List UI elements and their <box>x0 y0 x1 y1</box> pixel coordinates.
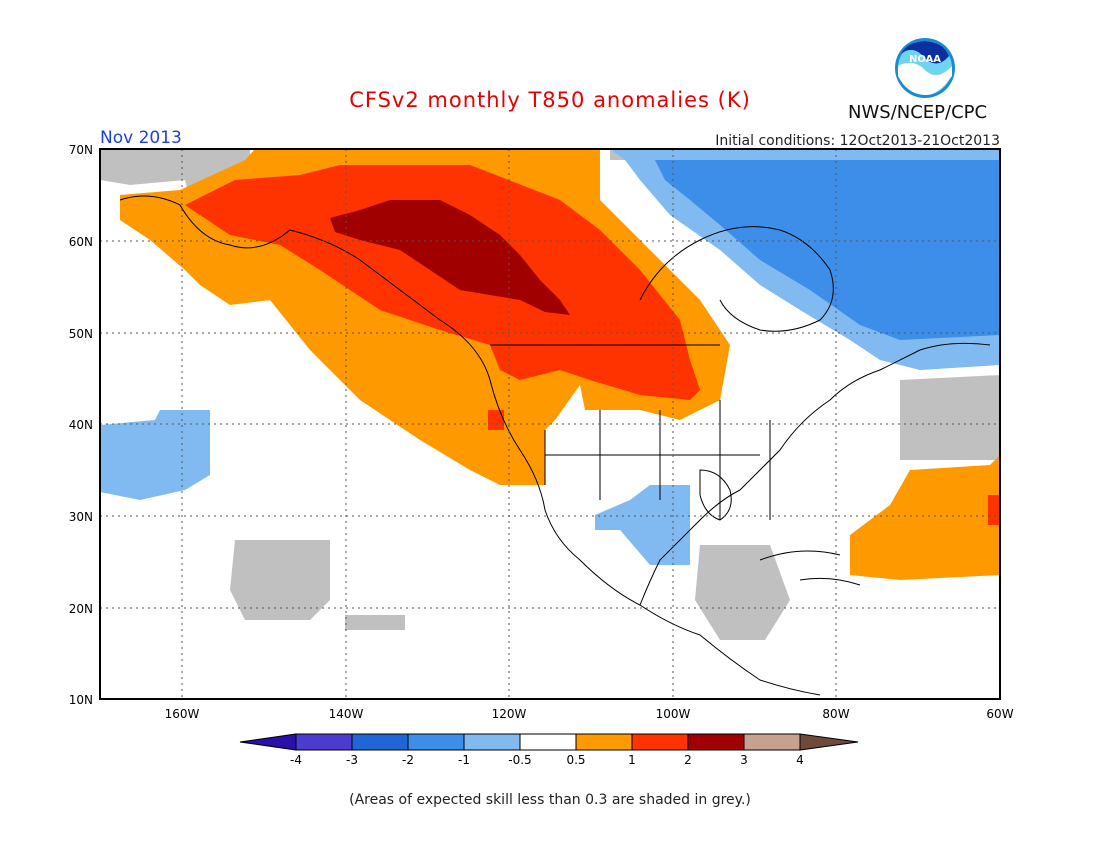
lon-label: 160W <box>165 707 200 721</box>
legend-arrow-low <box>239 733 297 751</box>
legend-tick-label: -4 <box>290 753 302 767</box>
legend-tick-label: 4 <box>796 753 804 767</box>
low-skill-pacific <box>230 540 330 620</box>
legend-cell <box>519 733 577 751</box>
grid-lines <box>100 149 1000 699</box>
legend-tick-label: 3 <box>740 753 748 767</box>
anomaly-fields <box>100 149 1000 640</box>
lat-label: 10N <box>69 693 93 707</box>
legend-tick-label: 1 <box>628 753 636 767</box>
legend-cell <box>407 733 465 751</box>
color-legend: -4 -3 -2 -1 -0.5 0.5 1 2 3 4 <box>239 733 859 767</box>
lon-label: 60W <box>986 707 1013 721</box>
lon-label: 140W <box>329 707 364 721</box>
legend-cell <box>687 733 745 751</box>
legend-tick-label: -0.5 <box>508 753 531 767</box>
footnote: (Areas of expected skill less than 0.3 a… <box>349 792 751 808</box>
anomaly-map: 70N 60N 50N 40N 30N 20N 10N 160W 140W 12… <box>69 143 1014 767</box>
lon-labels: 160W 140W 120W 100W 80W 60W <box>165 707 1014 721</box>
chart-title: CFSv2 monthly T850 anomalies (K) <box>349 88 751 112</box>
lat-label: 70N <box>69 143 93 157</box>
legend-cell <box>743 733 801 751</box>
legend-arrow-high <box>799 733 859 751</box>
initial-conditions-label: Initial conditions: 12Oct2013-21Oct2013 <box>715 133 1000 149</box>
svg-text:NOAA: NOAA <box>909 54 941 65</box>
legend-cell <box>575 733 633 751</box>
legend-tick-label: -1 <box>458 753 470 767</box>
legend-tick-label: 0.5 <box>566 753 585 767</box>
cold-mexico-region <box>595 485 690 565</box>
noaa-logo-icon: NOAA <box>895 38 955 98</box>
warm-core-atlantic <box>988 495 1000 525</box>
map-frame <box>99 148 1001 700</box>
legend-cell <box>631 733 689 751</box>
lat-label: 30N <box>69 510 93 524</box>
cold-hudson-region <box>655 160 1000 340</box>
lon-label: 80W <box>822 707 849 721</box>
warm-atlantic-region <box>850 455 1000 580</box>
lat-label: 60N <box>69 235 93 249</box>
lat-label: 20N <box>69 602 93 616</box>
low-skill-pacific-strip <box>345 615 405 630</box>
lat-label: 40N <box>69 418 93 432</box>
low-skill-atlantic <box>900 375 1000 460</box>
warm-core-nevada <box>488 410 504 430</box>
lon-label: 100W <box>656 707 691 721</box>
warm-core-region <box>185 165 700 400</box>
legend-cell <box>351 733 409 751</box>
lat-label: 50N <box>69 327 93 341</box>
low-skill-caribbean <box>695 545 790 640</box>
legend-tick-label: 2 <box>684 753 692 767</box>
lon-label: 120W <box>492 707 527 721</box>
warm-max-region <box>330 200 570 315</box>
lat-labels: 70N 60N 50N 40N 30N 20N 10N <box>69 143 93 707</box>
legend-tick-label: -3 <box>346 753 358 767</box>
valid-month-label: Nov 2013 <box>100 128 182 148</box>
legend-cell <box>295 733 353 751</box>
organization-label: NWS/NCEP/CPC <box>848 102 988 123</box>
legend-cell <box>463 733 521 751</box>
legend-tick-label: -2 <box>402 753 414 767</box>
